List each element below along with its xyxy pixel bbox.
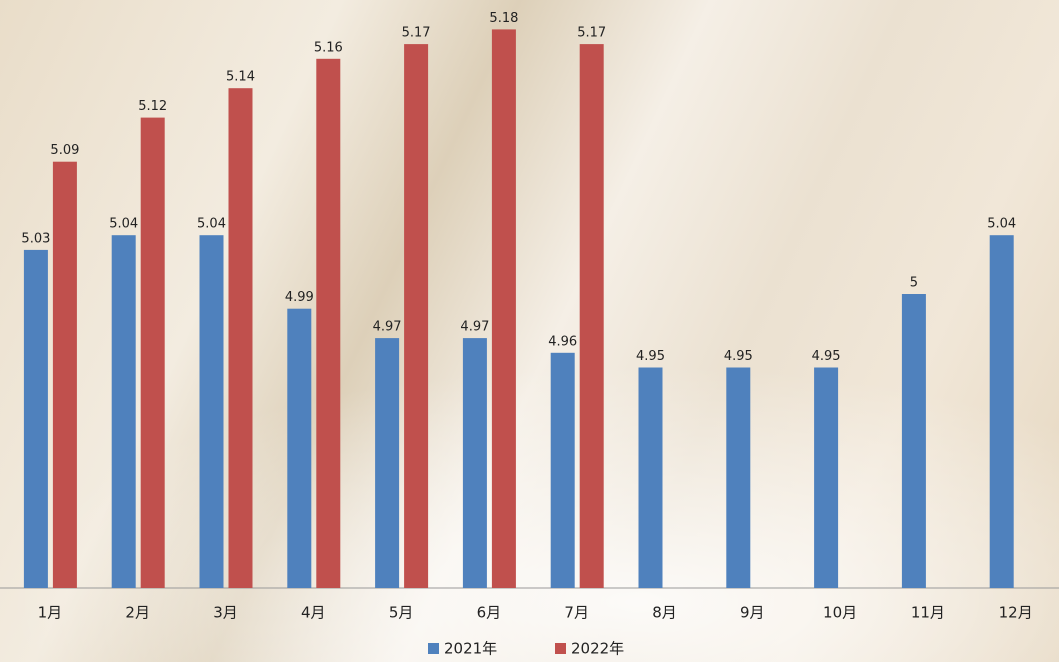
- x-tick-label: 4月: [301, 604, 326, 622]
- value-label: 4.97: [460, 320, 489, 335]
- x-tick-label: 2月: [125, 604, 150, 622]
- x-tick-label: 10月: [823, 604, 857, 622]
- value-label: 4.97: [373, 320, 402, 335]
- value-label: 5: [910, 276, 918, 291]
- x-tick-label: 1月: [38, 604, 63, 622]
- bar: [23, 249, 48, 588]
- legend-swatch: [428, 643, 439, 654]
- value-label: 5.09: [50, 143, 79, 158]
- legend-label: 2021年: [444, 640, 497, 658]
- legend-swatch: [555, 643, 566, 654]
- x-tick-label: 11月: [911, 604, 945, 622]
- x-tick-label: 3月: [213, 604, 238, 622]
- value-label: 5.18: [489, 11, 518, 26]
- bar: [638, 367, 663, 588]
- value-label: 5.04: [197, 217, 226, 232]
- bar: [199, 235, 224, 588]
- value-label: 4.96: [548, 334, 577, 349]
- bar: [375, 338, 400, 588]
- value-label: 5.17: [402, 26, 431, 41]
- value-label: 5.04: [987, 217, 1016, 232]
- x-tick-label: 6月: [477, 604, 502, 622]
- value-label: 5.12: [138, 99, 167, 114]
- bar: [287, 308, 312, 588]
- bar: [550, 352, 575, 588]
- bar: [140, 117, 165, 588]
- value-label: 5.14: [226, 70, 255, 85]
- value-label: 4.95: [636, 349, 665, 364]
- x-tick-label: 7月: [564, 604, 589, 622]
- value-label: 5.03: [21, 231, 50, 246]
- bar: [726, 367, 751, 588]
- value-label: 5.16: [314, 40, 343, 55]
- bar: [814, 367, 839, 588]
- x-tick-label: 9月: [740, 604, 765, 622]
- bar: [901, 294, 926, 588]
- value-label: 4.95: [812, 349, 841, 364]
- legend-label: 2022年: [571, 640, 624, 658]
- bar: [316, 58, 341, 589]
- bar: [989, 235, 1014, 588]
- bar: [462, 338, 487, 588]
- value-label: 5.04: [109, 217, 138, 232]
- bar: [111, 235, 136, 588]
- bar: [491, 29, 516, 588]
- value-label: 4.99: [285, 290, 314, 305]
- bar: [228, 88, 253, 588]
- bar: [52, 161, 77, 588]
- x-tick-label: 12月: [999, 604, 1033, 622]
- value-label: 5.17: [577, 26, 606, 41]
- x-tick-label: 5月: [389, 604, 414, 622]
- bar: [404, 44, 429, 589]
- x-tick-label: 8月: [652, 604, 677, 622]
- value-label: 4.95: [724, 349, 753, 364]
- bar: [579, 44, 604, 589]
